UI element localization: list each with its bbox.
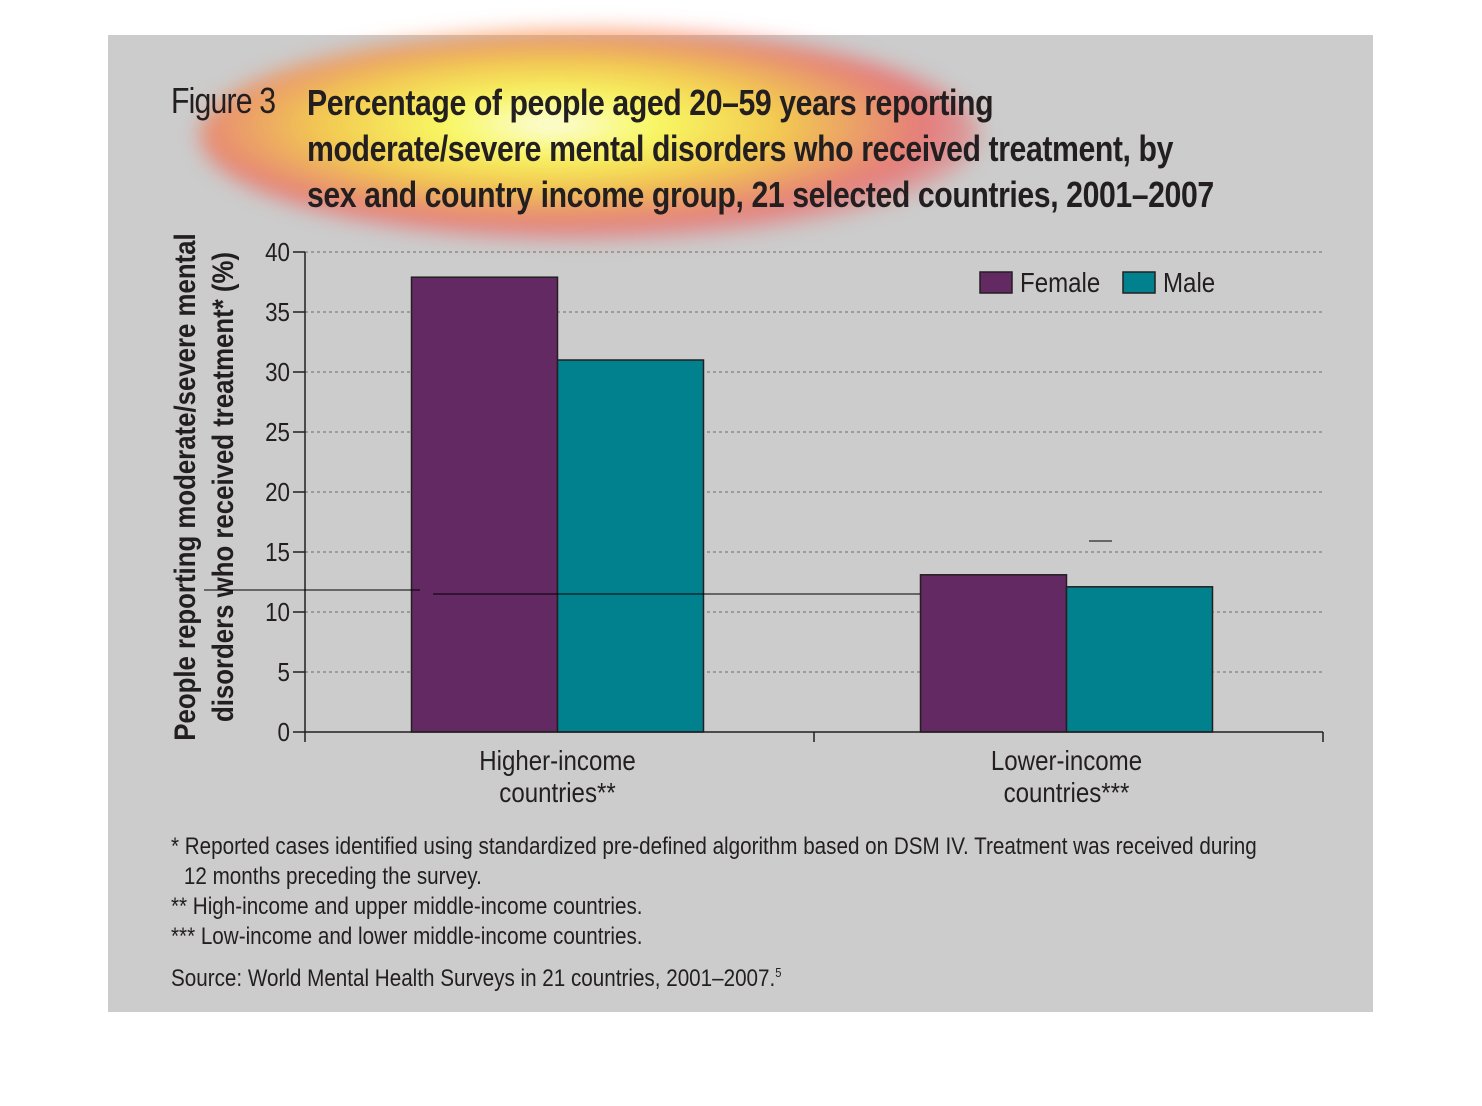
- y-tick-label: 25: [265, 418, 290, 447]
- figure-label: Figure 3: [171, 80, 276, 121]
- y-tick-label: 0: [278, 718, 290, 747]
- y-tick-label: 15: [265, 538, 290, 567]
- source-superscript: 5: [775, 965, 782, 980]
- legend-swatch-female: [979, 271, 1013, 294]
- bar-female: [410, 276, 559, 733]
- figure-title-line: sex and country income group, 21 selecte…: [307, 174, 1214, 215]
- attention-heatmap-overlay: [200, 30, 980, 240]
- x-category-label: countries***: [1004, 776, 1130, 808]
- footnotes: * Reported cases identified using standa…: [171, 832, 1315, 952]
- y-tick-label: 40: [265, 238, 290, 267]
- figure-title: Percentage of people aged 20–59 years re…: [307, 80, 1332, 218]
- footnote: * Reported cases identified using standa…: [171, 833, 1257, 860]
- footnote: 12 months preceding the survey.: [183, 863, 482, 890]
- y-tick-label: 35: [265, 298, 290, 327]
- y-tick-label: 20: [265, 478, 290, 507]
- footnote: ** High-income and upper middle-income c…: [171, 893, 643, 920]
- legend-label: Female: [1020, 266, 1100, 298]
- y-tick-label: 10: [265, 598, 290, 627]
- bar-female: [919, 574, 1068, 733]
- footnote: *** Low-income and lower middle-income c…: [171, 923, 643, 950]
- source-text: Source: World Mental Health Surveys in 2…: [171, 965, 776, 992]
- figure-title-line: moderate/severe mental disorders who rec…: [307, 128, 1173, 169]
- y-tick-label: 30: [265, 358, 290, 387]
- figure-title-line: Percentage of people aged 20–59 years re…: [307, 82, 994, 123]
- source-note: Source: World Mental Health Surveys in 2…: [171, 965, 781, 993]
- bar-male: [1065, 586, 1214, 733]
- legend-label: Male: [1163, 266, 1215, 298]
- legend-swatch-male: [1122, 271, 1156, 294]
- x-category-label: Lower-income: [991, 744, 1142, 776]
- y-tick-label: 5: [278, 658, 290, 687]
- x-category-label: Higher-income: [479, 744, 636, 776]
- bar-male: [556, 359, 705, 733]
- y-axis-label: disorders who received treatment* (%): [206, 252, 239, 722]
- y-axis-label: People reporting moderate/severe mental: [168, 233, 201, 740]
- x-category-label: countries**: [499, 776, 615, 808]
